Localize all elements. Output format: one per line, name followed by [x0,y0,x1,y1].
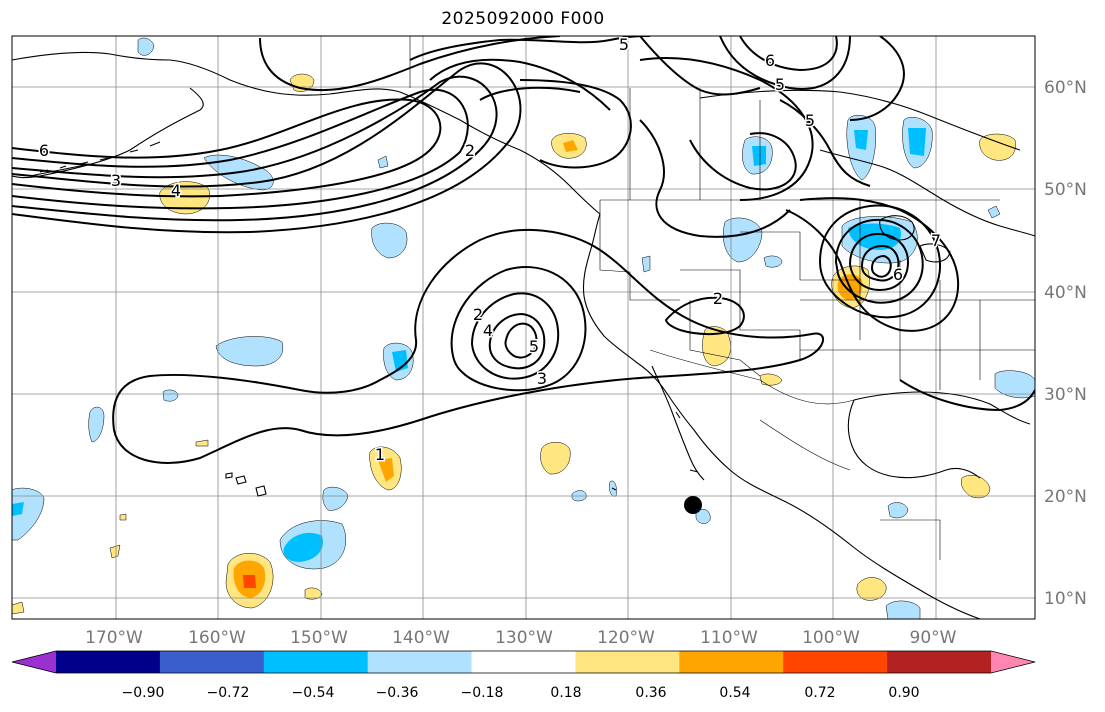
lat-label: 40°N [1044,283,1087,303]
contour-label: 4 [171,181,181,200]
contour-label: 5 [775,75,785,94]
contour-label: 6 [765,51,775,70]
contour-label: 2 [465,141,475,160]
contour-label: 6 [39,141,49,160]
lon-label: 170°W [85,628,143,648]
contour-label: 5 [529,337,539,356]
lon-label: 120°W [597,628,655,648]
colorbar-tick-label: −0.54 [292,685,335,701]
lon-label: 110°W [700,628,758,648]
colorbar-tick-label: −0.72 [207,685,250,701]
lon-label: 90°W [910,628,957,648]
contour-label: 5 [805,111,815,130]
lon-label: 160°W [188,628,246,648]
colorbar-extend-low [12,651,56,673]
colorbar-tick-label: 0.36 [635,685,666,701]
lat-label: 30°N [1044,385,1087,405]
colorbar-segment [575,651,680,673]
colorbar-segment [367,651,473,673]
contour-label: 1 [375,445,385,464]
longitude-labels: 170°W 160°W 150°W 140°W 130°W 120°W 110°… [85,628,957,648]
colorbar-segment [56,651,161,673]
colorbar-tick-label: 0.72 [804,685,835,701]
contour-lines [12,36,1035,464]
colorbar-segment [887,651,992,673]
colorbar-tick-label: −0.36 [376,685,419,701]
colorbar-tick-label: −0.18 [461,685,504,701]
colorbar-segment [159,651,265,673]
colorbar-tick-labels: −0.90 −0.72 −0.54 −0.36 −0.18 0.18 0.36 … [122,685,920,701]
colorbar-tick-label: 0.18 [550,685,581,701]
contour-label: 2 [473,305,483,324]
contour-label: 6 [893,265,903,284]
contour-labels: 6 3 4 2 5 6 5 5 2 4 5 3 2 1 6 7 [37,35,942,466]
lon-label: 130°W [495,628,553,648]
lon-label: 100°W [802,628,860,648]
political-boundaries [409,36,1035,560]
lon-label: 140°W [392,628,450,648]
lat-label: 10°N [1044,589,1087,609]
lon-label: 150°W [290,628,348,648]
contour-label: 5 [619,35,629,54]
contour-label: 7 [931,231,941,250]
lat-label: 20°N [1044,487,1087,507]
colorbar-tick-label: 0.90 [888,685,919,701]
contour-label: 3 [537,369,547,388]
colorbar-segment [679,651,784,673]
colorbar-tick-label: 0.54 [719,685,750,701]
shaded-anomaly-fields [12,37,1035,619]
colorbar-tick-label: −0.90 [122,685,165,701]
map-frame [11,35,1036,620]
colorbar [11,650,1036,674]
colorbar-segment [263,651,369,673]
graticule [12,36,1035,619]
colorbar-segment [471,651,576,673]
map-title: 2025092000 F000 [441,9,605,29]
latitude-labels: 60°N 50°N 40°N 30°N 20°N 10°N [1044,78,1087,609]
map-background [12,36,1035,619]
lat-label: 50°N [1044,180,1087,200]
contour-label: 3 [111,171,121,190]
colorbar-extend-high [991,651,1035,673]
contour-label: 2 [713,289,723,308]
lat-label: 60°N [1044,78,1087,98]
location-marker [684,496,702,514]
contour-label: 4 [483,321,493,340]
colorbar-outline [11,650,1036,674]
colorbar-segment [783,651,888,673]
